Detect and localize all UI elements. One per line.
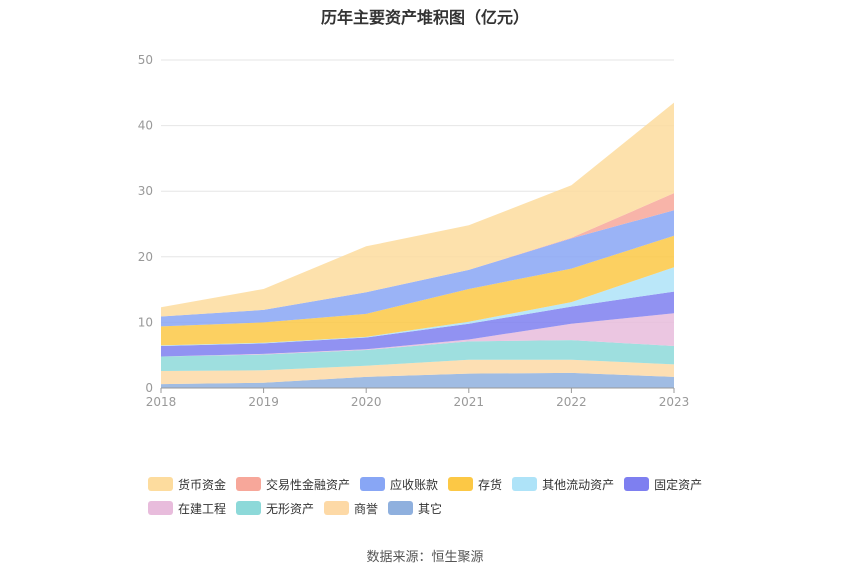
x-tick-label: 2018 [146, 395, 177, 409]
legend-swatch [148, 477, 173, 491]
legend-label: 其它 [418, 501, 443, 516]
area-series [161, 102, 674, 317]
x-tick-label: 2020 [351, 395, 382, 409]
legend-item[interactable]: 在建工程 [148, 500, 226, 517]
source-note: 数据来源：恒生聚源 [366, 550, 484, 565]
legend-item[interactable]: 存货 [448, 476, 502, 493]
area-series [161, 313, 674, 357]
legend-swatch [624, 477, 650, 491]
x-tick-label: 2019 [248, 395, 279, 409]
legend-swatch [512, 477, 538, 491]
legend-item[interactable]: 交易性金融资产 [236, 476, 350, 493]
legend-swatch [148, 501, 173, 515]
legend-row: 在建工程 无形资产 商誉 其它 [148, 496, 748, 520]
legend-label: 固定资产 [654, 477, 703, 492]
y-tick-label: 40 [138, 119, 153, 133]
legend-label: 商誉 [354, 501, 379, 516]
legend-label: 应收账款 [390, 477, 439, 492]
legend: 货币资金 交易性金融资产 应收账款 存货 其他流动资产 固定资产 在建工程 无形资产 商誉 其它 [148, 472, 748, 520]
y-tick-label: 20 [138, 250, 153, 264]
legend-swatch [360, 477, 386, 491]
legend-swatch [324, 501, 350, 515]
legend-item[interactable]: 其他流动资产 [512, 476, 614, 493]
area-series [161, 372, 674, 388]
area-series [161, 359, 674, 385]
area-series [161, 235, 674, 346]
chart-title: 历年主要资产堆积图（亿元） [320, 8, 529, 27]
legend-item[interactable]: 应收账款 [360, 476, 438, 493]
x-tick-label: 2023 [659, 395, 690, 409]
legend-label: 其他流动资产 [542, 477, 615, 492]
y-tick-label: 0 [145, 381, 153, 395]
legend-label: 在建工程 [178, 501, 227, 516]
area-series [161, 340, 674, 371]
legend-item[interactable]: 其它 [388, 500, 442, 517]
area-series [161, 291, 674, 357]
legend-label: 无形资产 [266, 501, 315, 516]
x-tick-label: 2022 [556, 395, 587, 409]
area-series [161, 267, 674, 347]
y-tick-label: 10 [138, 315, 153, 329]
legend-swatch [236, 501, 262, 515]
legend-swatch [448, 477, 474, 491]
area-series [161, 210, 674, 327]
y-tick-label: 30 [138, 184, 153, 198]
legend-item[interactable]: 固定资产 [624, 476, 702, 493]
legend-item[interactable]: 货币资金 [148, 476, 226, 493]
legend-label: 货币资金 [178, 477, 227, 492]
legend-label: 存货 [478, 477, 503, 492]
legend-swatch [236, 477, 262, 491]
x-tick-label: 2021 [454, 395, 485, 409]
legend-swatch [388, 501, 414, 515]
legend-item[interactable]: 无形资产 [236, 500, 314, 517]
legend-label: 交易性金融资产 [266, 477, 351, 492]
y-tick-label: 50 [138, 53, 153, 67]
legend-item[interactable]: 商誉 [324, 500, 378, 517]
legend-row: 货币资金 交易性金融资产 应收账款 存货 其他流动资产 固定资产 [148, 472, 748, 496]
